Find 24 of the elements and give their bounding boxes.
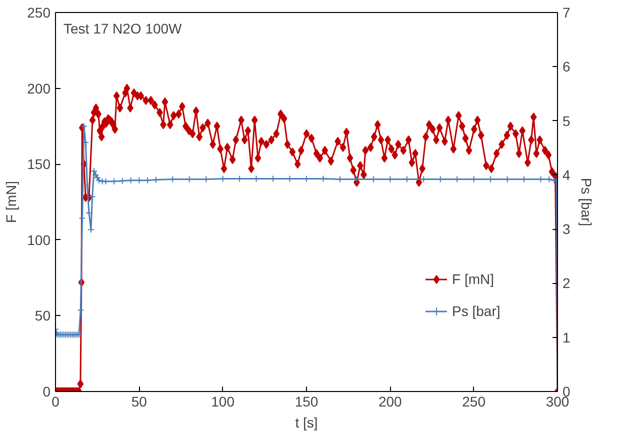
y-tick-label: 150 [27, 156, 51, 172]
x-tick-label: 200 [378, 394, 402, 410]
y-tick-label: 0 [42, 384, 51, 400]
y-tick-label: 50 [34, 308, 51, 324]
y2-tick-label: 4 [562, 166, 570, 183]
text: Test 17 N2O 100W [64, 20, 183, 36]
x-axis-title: t [s] [295, 414, 318, 430]
y2-tick-label: 7 [562, 4, 570, 20]
x-tick-label: 150 [294, 394, 318, 410]
y-tick-label: 100 [27, 232, 51, 248]
y-tick-label: 200 [27, 80, 51, 96]
x-tick-label: 50 [131, 394, 148, 410]
y2-tick-label: 5 [562, 112, 570, 129]
y2-axis-title: Ps [bar] [578, 178, 594, 226]
x-tick-label: 100 [211, 394, 235, 410]
legend-label: Ps [bar] [452, 303, 500, 319]
y-tick-label: 250 [27, 4, 51, 20]
y2-tick-label: 3 [562, 221, 570, 238]
y2-tick-label: 1 [562, 329, 570, 346]
y-axis-title: F [mN] [3, 180, 20, 223]
legend-label: F [mN] [452, 271, 494, 287]
x-tick-label: 250 [462, 394, 486, 410]
y2-tick-label: 2 [562, 275, 570, 292]
y2-tick-label: 6 [562, 58, 570, 75]
